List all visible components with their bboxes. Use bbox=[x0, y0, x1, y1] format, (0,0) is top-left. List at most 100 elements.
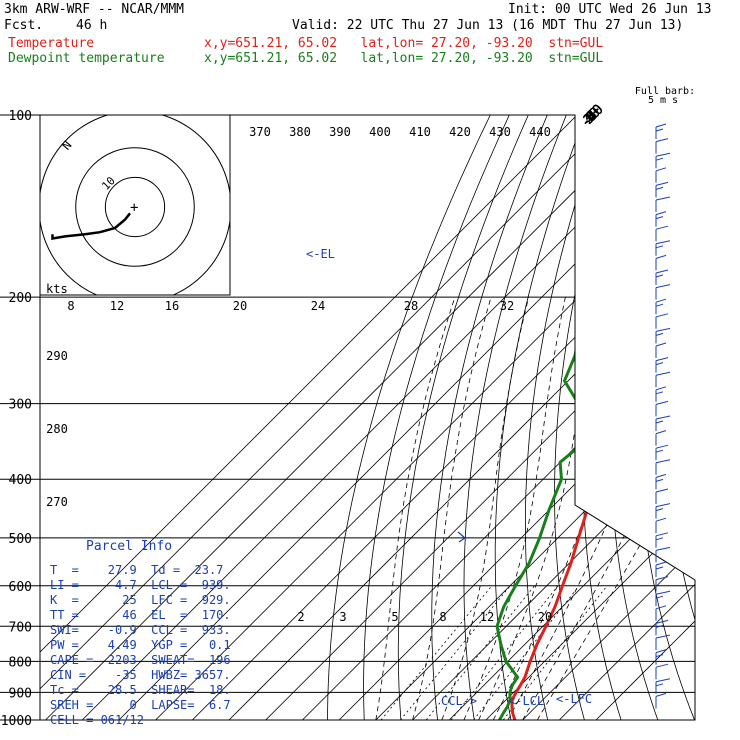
wind-barb-flag bbox=[655, 391, 664, 395]
isotherm bbox=[302, 115, 695, 720]
wind-barb-flag bbox=[655, 430, 667, 435]
forecast-label: Fcst. bbox=[4, 18, 44, 33]
dry-adiabat bbox=[636, 115, 695, 720]
barb-scale-label: Full barb: bbox=[635, 86, 695, 97]
theta-label: 440 bbox=[529, 125, 551, 139]
ccl-annotation: CCL-> bbox=[441, 694, 477, 708]
parcel-row: Tc = 28.5 SHEAR= 18. bbox=[50, 683, 231, 697]
temperature-profile bbox=[510, 115, 695, 720]
wind-barb-flag bbox=[655, 152, 671, 157]
dry-adiabat bbox=[737, 115, 740, 733]
dewpoint-profile bbox=[495, 115, 695, 720]
dry-adiabat bbox=[463, 115, 567, 720]
hodograph-scale-label: 12 bbox=[110, 299, 124, 313]
moist-adiabat bbox=[441, 297, 530, 720]
wind-barb-flag bbox=[655, 537, 664, 541]
isotherm bbox=[559, 115, 695, 720]
dry-adiabat bbox=[609, 115, 663, 720]
isotherm bbox=[40, 115, 615, 720]
wind-barb-flag bbox=[655, 157, 664, 161]
dry-adiabat bbox=[662, 115, 695, 720]
wind-barb-flag bbox=[655, 473, 667, 478]
dewpoint-legend-label: Dewpoint temperature bbox=[8, 51, 165, 66]
wind-barb-flag bbox=[655, 561, 667, 566]
moist-adiabat bbox=[536, 296, 695, 720]
wind-barb-flag bbox=[655, 362, 664, 366]
forecast-hour: 46 h bbox=[76, 18, 108, 33]
pressure-tick-label: 100 bbox=[9, 109, 32, 124]
init-time: Init: 00 UTC Wed 26 Jun 13 bbox=[508, 2, 712, 17]
isotherm bbox=[595, 115, 695, 720]
wind-barb-flag bbox=[655, 590, 671, 595]
wind-barb-flag bbox=[655, 254, 667, 259]
hodograph-scale-label: 20 bbox=[233, 299, 247, 313]
hodograph-units: kts bbox=[46, 282, 68, 296]
hodograph-ring bbox=[104, 176, 166, 238]
valid-time: Valid: 22 UTC Thu 27 Jun 13 (16 MDT Thu … bbox=[292, 18, 684, 33]
wind-barb-flag bbox=[655, 478, 664, 482]
wind-barb-flag bbox=[655, 181, 669, 186]
isotherm bbox=[155, 115, 695, 720]
theta-label: 380 bbox=[289, 125, 311, 139]
wind-barb-flag bbox=[655, 342, 667, 347]
hodograph-scale-label: 24 bbox=[311, 299, 325, 313]
wind-barb-flag bbox=[655, 274, 664, 278]
wind-barb-flag bbox=[655, 595, 664, 599]
mixing-ratio-label: 3 bbox=[339, 610, 346, 624]
wind-barb-flag bbox=[655, 284, 671, 289]
hodograph-ring bbox=[75, 147, 195, 267]
hodograph-scale-label: 32 bbox=[500, 299, 514, 313]
isotherm bbox=[192, 115, 695, 720]
isotherm bbox=[40, 115, 578, 720]
wind-barb-flag bbox=[655, 654, 664, 658]
hodograph-origin: + bbox=[130, 200, 138, 216]
wind-barb-flag bbox=[655, 371, 671, 376]
isotherm bbox=[448, 115, 695, 720]
theta-label: 420 bbox=[449, 125, 471, 139]
theta-label: 400 bbox=[369, 125, 391, 139]
pressure-tick-label: 300 bbox=[9, 398, 32, 413]
wind-barb-flag bbox=[655, 532, 669, 537]
wind-barb-flag bbox=[655, 566, 664, 570]
theta-left-label: 280 bbox=[46, 422, 68, 436]
mixing-ratio-label: 5 bbox=[391, 610, 398, 624]
dry-adiabat bbox=[431, 115, 548, 720]
el-annotation: <-EL bbox=[306, 247, 335, 261]
dry-adiabat bbox=[525, 115, 605, 720]
isotherm bbox=[45, 115, 651, 720]
mixing-ratio-line bbox=[450, 585, 559, 720]
dewpoint-legend-info: x,y=651.21, 65.02 lat,lon= 27.20, -93.20… bbox=[204, 51, 604, 66]
wind-barb-flag bbox=[655, 400, 669, 405]
hodograph-scale-label: 28 bbox=[404, 299, 418, 313]
hodograph-scale-label: 16 bbox=[165, 299, 179, 313]
pressure-tick-label: 600 bbox=[9, 580, 32, 595]
temperature-legend-label: Temperature bbox=[8, 36, 95, 51]
theta-label: 370 bbox=[249, 125, 271, 139]
parcel-info-title: Parcel Info bbox=[86, 539, 173, 554]
dry-adiabat bbox=[397, 115, 529, 720]
lfc-annotation: <-LFC bbox=[556, 692, 592, 706]
moist-adiabat bbox=[463, 297, 566, 720]
wind-barb-flag bbox=[655, 216, 664, 220]
wind-barb-flag bbox=[655, 196, 671, 201]
parcel-row: SREH = 0 LAPSE= 6.7 bbox=[50, 698, 231, 712]
isotherm bbox=[522, 115, 695, 720]
mixing-ratio-label: 20 bbox=[538, 610, 552, 624]
wind-barb-flag bbox=[655, 663, 669, 668]
temperature-legend-info: x,y=651.21, 65.02 lat,lon= 27.20, -93.20… bbox=[204, 36, 604, 51]
hodograph-frame bbox=[39, 114, 231, 296]
dry-adiabat bbox=[363, 115, 510, 720]
barb-scale-value: 5 m s bbox=[648, 95, 678, 106]
wind-barb-flag bbox=[655, 634, 671, 639]
wind-barb-flag bbox=[655, 678, 671, 683]
theta-left-label: 270 bbox=[46, 495, 68, 509]
wind-barb-flag bbox=[655, 488, 669, 493]
hodograph-scale-label: 8 bbox=[67, 299, 74, 313]
wind-barb-flag bbox=[655, 683, 664, 687]
wind-barb-flag bbox=[655, 649, 667, 654]
wind-barb-flag bbox=[655, 576, 669, 581]
wind-barb-flag bbox=[655, 327, 671, 332]
parcel-row: K = 25 LFC = 929. bbox=[50, 593, 231, 607]
mixing-ratio-label: 8 bbox=[439, 610, 446, 624]
mixing-ratio-label: 2 bbox=[297, 610, 304, 624]
